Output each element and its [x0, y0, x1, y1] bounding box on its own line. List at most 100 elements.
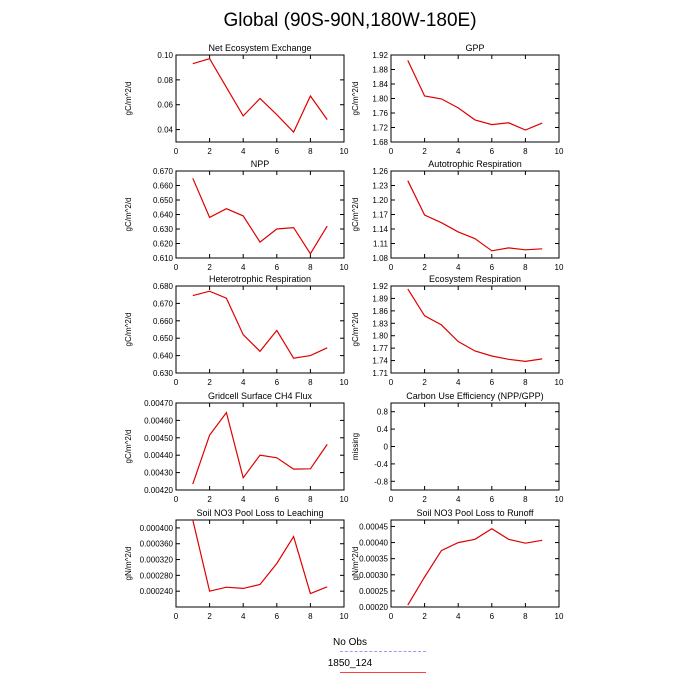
npp-ytick-label: 0.640 — [153, 211, 174, 220]
autotrophic-respiration-ytick-label: 1.20 — [372, 196, 388, 205]
ecosystem-respiration-title: Ecosystem Respiration — [429, 274, 521, 284]
ecosystem-respiration-ytick-label: 1.83 — [372, 319, 388, 328]
carbon-use-efficiency-npp-gpp-ytick-label: -0.8 — [374, 477, 388, 486]
legend-entry-1850-124: 1850_124 — [0, 658, 700, 669]
gpp-ytick-label: 1.80 — [372, 95, 388, 104]
autotrophic-respiration-xtick-label: 4 — [456, 263, 461, 272]
npp-ytick-label: 0.660 — [153, 182, 174, 191]
gridcell-surface-ch4-flux-xtick-label: 8 — [308, 495, 313, 504]
gpp-frame — [390, 54, 560, 143]
autotrophic-respiration-xtick-label: 2 — [422, 263, 427, 272]
gpp-ytick-label: 1.88 — [372, 66, 388, 75]
soil-no3-pool-loss-to-leaching-xtick-label: 2 — [207, 612, 212, 621]
soil-no3-pool-loss-to-leaching-title: Soil NO3 Pool Loss to Leaching — [196, 508, 323, 518]
soil-no3-pool-loss-to-runoff-xtick-label: 8 — [523, 612, 528, 621]
legend-swatch-no-obs — [340, 651, 426, 652]
ecosystem-respiration-ytick-label: 1.89 — [372, 294, 388, 303]
ecosystem-respiration-ytick-label: 1.74 — [372, 357, 388, 366]
npp-ytick-label: 0.610 — [153, 254, 174, 263]
carbon-use-efficiency-npp-gpp-xtick-label: 0 — [389, 495, 394, 504]
carbon-use-efficiency-npp-gpp-ytick-label: 0.4 — [377, 425, 389, 434]
gridcell-surface-ch4-flux-ylabel: gC/m^2/d — [124, 430, 133, 464]
npp-xtick-label: 6 — [275, 263, 280, 272]
gpp-xtick-label: 0 — [389, 147, 394, 156]
heterotrophic-respiration-xtick-label: 0 — [174, 378, 179, 387]
gpp-ytick-label: 1.92 — [372, 51, 388, 60]
heterotrophic-respiration-xtick-label: 4 — [241, 378, 246, 387]
autotrophic-respiration-ytick-label: 1.26 — [372, 167, 388, 176]
carbon-use-efficiency-npp-gpp-ytick-label: 0.8 — [377, 408, 389, 417]
gridcell-surface-ch4-flux-ytick-label: 0.00420 — [144, 486, 173, 495]
ecosystem-respiration-ytick-label: 1.80 — [372, 332, 388, 341]
legend-label-1850-124: 1850_124 — [327, 658, 373, 669]
soil-no3-pool-loss-to-runoff-xtick-label: 4 — [456, 612, 461, 621]
gridcell-surface-ch4-flux-title: Gridcell Surface CH4 Flux — [208, 391, 313, 401]
gpp-ytick-label: 1.72 — [372, 124, 388, 133]
gridcell-surface-ch4-flux-xtick-label: 10 — [340, 495, 349, 504]
soil-no3-pool-loss-to-leaching-xtick-label: 10 — [340, 612, 349, 621]
soil-no3-pool-loss-to-leaching-ytick-label: 0.000320 — [140, 556, 174, 565]
autotrophic-respiration-ytick-label: 1.17 — [372, 211, 388, 220]
net-ecosystem-exchange-xtick-label: 4 — [241, 147, 246, 156]
net-ecosystem-exchange-xtick-label: 8 — [308, 147, 313, 156]
autotrophic-respiration-series-line — [407, 180, 543, 252]
soil-no3-pool-loss-to-leaching-ytick-label: 0.000240 — [140, 587, 174, 596]
net-ecosystem-exchange-series-line — [192, 57, 328, 134]
npp-ytick-label: 0.650 — [153, 196, 174, 205]
soil-no3-pool-loss-to-leaching-xtick-label: 6 — [275, 612, 280, 621]
heterotrophic-respiration-ytick-label: 0.650 — [153, 334, 174, 343]
carbon-use-efficiency-npp-gpp-xtick-label: 2 — [422, 495, 427, 504]
heterotrophic-respiration-xtick-label: 10 — [340, 378, 349, 387]
soil-no3-pool-loss-to-leaching-xtick-label: 4 — [241, 612, 246, 621]
carbon-use-efficiency-npp-gpp-title: Carbon Use Efficiency (NPP/GPP) — [406, 391, 543, 401]
ecosystem-respiration-xtick-label: 0 — [389, 378, 394, 387]
ecosystem-respiration-ytick-label: 1.71 — [372, 369, 388, 378]
heterotrophic-respiration-ytick-label: 0.670 — [153, 299, 174, 308]
ecosystem-respiration-ylabel: gC/m^2/d — [351, 313, 360, 347]
net-ecosystem-exchange-ytick-label: 0.10 — [157, 51, 173, 60]
net-ecosystem-exchange-xtick-label: 0 — [174, 147, 179, 156]
gridcell-surface-ch4-flux-xtick-label: 4 — [241, 495, 246, 504]
soil-no3-pool-loss-to-runoff-xtick-label: 2 — [422, 612, 427, 621]
npp-ylabel: gC/m^2/d — [124, 198, 133, 232]
gridcell-surface-ch4-flux-series-line — [192, 411, 328, 485]
autotrophic-respiration-ytick-label: 1.14 — [372, 225, 388, 234]
gridcell-surface-ch4-flux-frame — [175, 402, 345, 491]
heterotrophic-respiration-ytick-label: 0.660 — [153, 317, 174, 326]
ecosystem-respiration-xtick-label: 2 — [422, 378, 427, 387]
heterotrophic-respiration-ytick-label: 0.640 — [153, 352, 174, 361]
npp-xtick-label: 2 — [207, 263, 212, 272]
soil-no3-pool-loss-to-runoff-ytick-label: 0.00035 — [359, 555, 388, 564]
autotrophic-respiration-ylabel: gC/m^2/d — [351, 198, 360, 232]
gpp-xtick-label: 2 — [422, 147, 427, 156]
heterotrophic-respiration-title: Heterotrophic Respiration — [209, 274, 311, 284]
gpp-ylabel: gC/m^2/d — [351, 82, 360, 116]
gpp-ytick-label: 1.76 — [372, 109, 388, 118]
gpp-ytick-label: 1.84 — [372, 80, 388, 89]
gpp-xtick-label: 8 — [523, 147, 528, 156]
carbon-use-efficiency-npp-gpp-xtick-label: 4 — [456, 495, 461, 504]
npp-ytick-label: 0.620 — [153, 240, 174, 249]
soil-no3-pool-loss-to-leaching-xtick-label: 8 — [308, 612, 313, 621]
autotrophic-respiration-xtick-label: 6 — [490, 263, 495, 272]
gpp-ytick-label: 1.68 — [372, 138, 388, 147]
npp-ytick-label: 0.630 — [153, 225, 174, 234]
carbon-use-efficiency-npp-gpp-xtick-label: 6 — [490, 495, 495, 504]
npp-frame — [175, 170, 345, 259]
autotrophic-respiration-xtick-label: 0 — [389, 263, 394, 272]
soil-no3-pool-loss-to-runoff-ylabel: gN/m^2/d — [351, 547, 360, 581]
net-ecosystem-exchange-xtick-label: 10 — [340, 147, 349, 156]
ecosystem-respiration-ytick-label: 1.86 — [372, 307, 388, 316]
soil-no3-pool-loss-to-runoff-xtick-label: 10 — [555, 612, 564, 621]
net-ecosystem-exchange-xtick-label: 2 — [207, 147, 212, 156]
ecosystem-respiration-series-line — [407, 288, 543, 363]
npp-ytick-label: 0.670 — [153, 167, 174, 176]
soil-no3-pool-loss-to-runoff-ytick-label: 0.00020 — [359, 603, 388, 612]
legend-entry-no-obs: No Obs — [0, 637, 700, 648]
net-ecosystem-exchange-ytick-label: 0.04 — [157, 126, 173, 135]
gridcell-surface-ch4-flux-ytick-label: 0.00430 — [144, 469, 173, 478]
autotrophic-respiration-xtick-label: 8 — [523, 263, 528, 272]
ecosystem-respiration-xtick-label: 8 — [523, 378, 528, 387]
carbon-use-efficiency-npp-gpp-frame — [390, 402, 560, 491]
soil-no3-pool-loss-to-runoff-ytick-label: 0.00030 — [359, 571, 388, 580]
